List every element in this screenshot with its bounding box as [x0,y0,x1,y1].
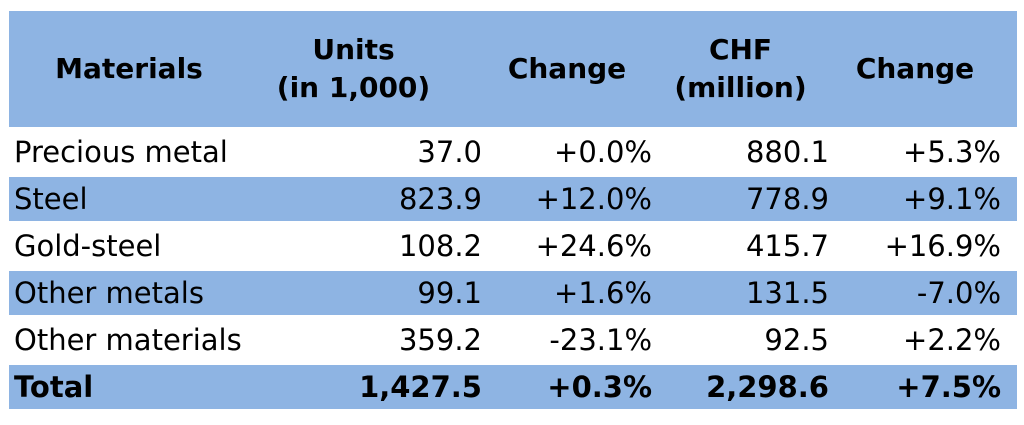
cell-chf: 92.5 [764,323,829,357]
cell-spacer [1001,177,1017,221]
cell-chf: 880.1 [745,135,829,169]
cell-units-change: +24.6% [535,229,652,263]
cell-total-units: 1,427.5 [249,365,482,409]
cell-units: 108.2 [398,229,482,263]
header-chf: CHF (million) [652,11,829,127]
cell-spacer [1001,365,1017,409]
cell-material: Gold-steel [14,229,162,263]
header-spacer [1001,11,1017,127]
header-chf-change: Change [829,11,1001,127]
materials-table: Materials Units (in 1,000) Change CHF (m… [9,8,1017,412]
cell-units: 37.0 [417,135,482,169]
table-row: Gold-steel 108.2 +24.6% 415.7 +16.9% [9,224,1017,268]
cell-spacer [1001,130,1017,174]
header-units: Units (in 1,000) [249,11,482,127]
table-row: Steel 823.9 +12.0% 778.9 +9.1% [9,177,1017,221]
cell-total-units-change: +0.3% [482,365,652,409]
cell-chf-change: +2.2% [903,323,1001,357]
header-units-change: Change [482,11,652,127]
cell-chf-change: -7.0% [829,271,1001,315]
cell-total-chf: 2,298.6 [652,365,829,409]
cell-units-change: +1.6% [482,271,652,315]
cell-units: 359.2 [398,323,482,357]
table-header: Materials Units (in 1,000) Change CHF (m… [9,11,1017,127]
cell-chf: 778.9 [652,177,829,221]
header-materials: Materials [9,11,249,127]
cell-units: 823.9 [249,177,482,221]
cell-spacer [1001,271,1017,315]
cell-spacer [1001,318,1017,362]
cell-total-chf-change: +7.5% [829,365,1001,409]
cell-chf: 415.7 [745,229,829,263]
cell-chf: 131.5 [652,271,829,315]
cell-units-change: -23.1% [549,323,652,357]
cell-material: Other metals [9,271,249,315]
cell-units: 99.1 [249,271,482,315]
cell-units-change: +12.0% [482,177,652,221]
cell-material: Other materials [14,323,242,357]
table-row: Other materials 359.2 -23.1% 92.5 +2.2% [9,318,1017,362]
cell-chf-change: +16.9% [884,229,1001,263]
table-row: Precious metal 37.0 +0.0% 880.1 +5.3% [9,130,1017,174]
total-row: Total 1,427.5 +0.3% 2,298.6 +7.5% [9,365,1017,409]
cell-chf-change: +5.3% [903,135,1001,169]
header-row: Materials Units (in 1,000) Change CHF (m… [9,11,1017,127]
cell-units-change: +0.0% [554,135,652,169]
table-body: Precious metal 37.0 +0.0% 880.1 +5.3% St… [9,130,1017,409]
table-row: Other metals 99.1 +1.6% 131.5 -7.0% [9,271,1017,315]
cell-spacer [1001,224,1017,268]
cell-chf-change: +9.1% [829,177,1001,221]
cell-total-label: Total [9,365,249,409]
cell-material: Precious metal [14,135,228,169]
cell-material: Steel [9,177,249,221]
